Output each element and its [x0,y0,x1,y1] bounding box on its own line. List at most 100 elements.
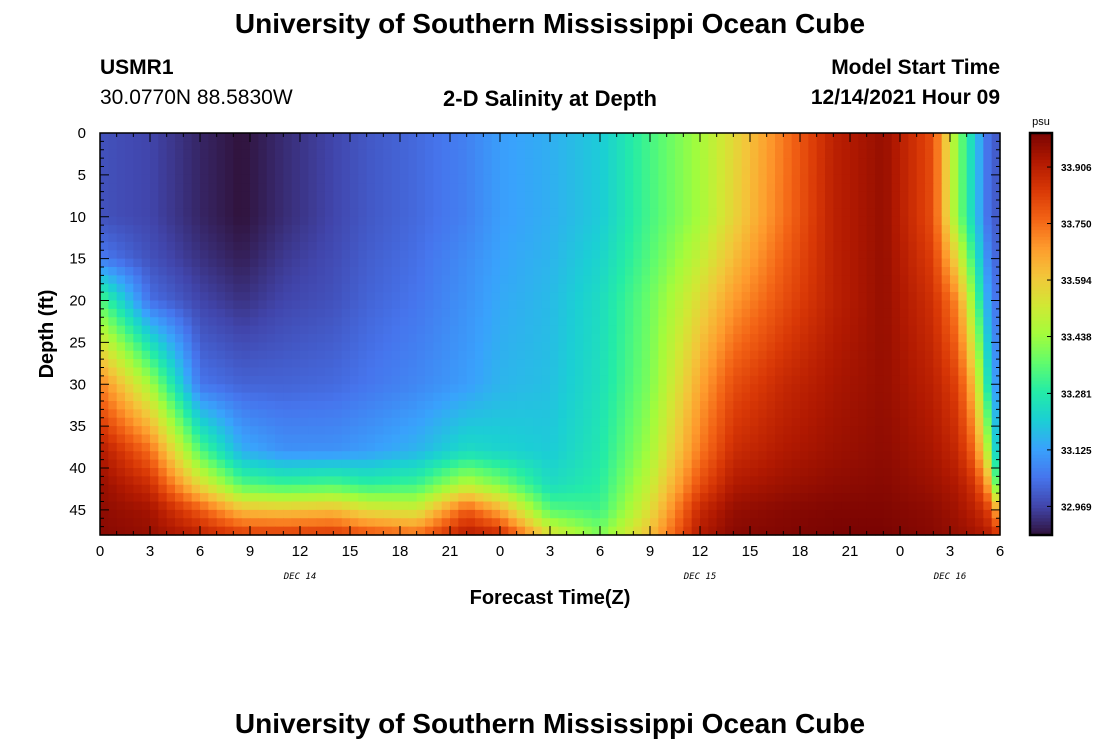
heatmap-cell [716,133,726,142]
heatmap-cell [100,392,109,402]
heatmap-cell [525,208,534,218]
heatmap-cell [741,334,751,343]
heatmap-cell [783,141,793,151]
heatmap-cell [850,501,859,511]
heatmap-cell [533,133,543,142]
heatmap-cell [316,292,326,302]
heatmap-cell [100,292,109,302]
heatmap-cell [716,308,726,318]
heatmap-cell [916,166,926,176]
heatmap-cell [725,468,734,477]
heatmap-cell [300,141,309,151]
heatmap-cell [316,275,326,285]
heatmap-cell [541,367,551,377]
heatmap-cell [525,216,534,226]
heatmap-cell [941,417,951,427]
heatmap-cell [775,325,784,335]
heatmap-cell [616,317,626,327]
heatmap-cell [391,401,401,410]
heatmap-cell [916,384,926,394]
heatmap-cell [700,359,709,369]
heatmap-cell [375,300,384,310]
heatmap-cell [900,493,909,503]
heatmap-cell [583,166,593,176]
heatmap-cell [775,141,784,151]
heatmap-cell [325,208,334,218]
heatmap-cell [583,300,593,310]
heatmap-cell [833,216,843,226]
heatmap-cell [191,149,201,159]
heatmap-cell [833,484,843,494]
heatmap-cell [366,283,376,293]
heatmap-cell [883,493,893,503]
heatmap-cell [950,267,959,276]
heatmap-cell [450,158,459,168]
heatmap-cell [358,501,368,511]
heatmap-cell [758,191,768,201]
heatmap-cell [416,401,426,410]
heatmap-cell [775,267,784,276]
heatmap-cell [425,509,434,519]
heatmap-cell [925,300,934,310]
heatmap-cell [158,258,168,268]
heatmap-cell [858,375,868,385]
heatmap-cell [225,325,234,335]
heatmap-cell [791,158,801,168]
heatmap-cell [658,342,668,352]
heatmap-cell [616,250,626,260]
heatmap-cell [100,334,109,343]
heatmap-cell [425,300,434,310]
heatmap-cell [450,216,459,226]
heatmap-cell [450,208,459,218]
heatmap-cell [675,166,684,176]
heatmap-cell [883,183,893,193]
heatmap-cell [766,484,776,494]
heatmap-cell [416,200,426,209]
heatmap-cell [900,133,909,142]
heatmap-cell [425,426,434,436]
heatmap-cell [683,350,693,360]
heatmap-cell [333,267,343,276]
heatmap-cell [616,459,626,469]
heatmap-cell [725,300,734,310]
heatmap-cell [266,417,276,427]
heatmap-cell [175,342,184,352]
heatmap-cell [350,292,359,302]
heatmap-cell [141,267,151,276]
heatmap-cell [433,149,443,159]
heatmap-cell [483,426,493,436]
heatmap-cell [666,375,676,385]
heatmap-cell [600,241,609,251]
heatmap-cell [175,426,184,436]
heatmap-cell [516,158,526,168]
heatmap-cell [316,191,326,201]
heatmap-cell [316,501,326,511]
heatmap-cell [758,166,768,176]
heatmap-cell [191,509,201,519]
heatmap-cell [691,476,701,486]
heatmap-cell [533,509,543,519]
heatmap-cell [258,325,268,335]
heatmap-cell [341,241,351,251]
heatmap-cell [450,325,459,335]
heatmap-cell [583,241,593,251]
heatmap-cell [258,367,268,377]
heatmap-cell [433,468,443,477]
heatmap-cell [783,350,793,360]
heatmap-cell [375,158,384,168]
heatmap-cell [100,233,109,243]
heatmap-cell [250,325,259,335]
heatmap-cell [991,476,1001,486]
heatmap-cell [675,384,684,394]
heatmap-cell [916,241,926,251]
heatmap-cell [566,166,576,176]
heatmap-cell [658,133,668,142]
heatmap-cell [883,409,893,419]
heatmap-cell [558,174,568,184]
heatmap-cell [650,334,659,343]
heatmap-cell [808,183,818,193]
heatmap-cell [716,158,726,168]
heatmap-cell [616,183,626,193]
heatmap-cell [933,208,943,218]
heatmap-cell [125,233,134,243]
